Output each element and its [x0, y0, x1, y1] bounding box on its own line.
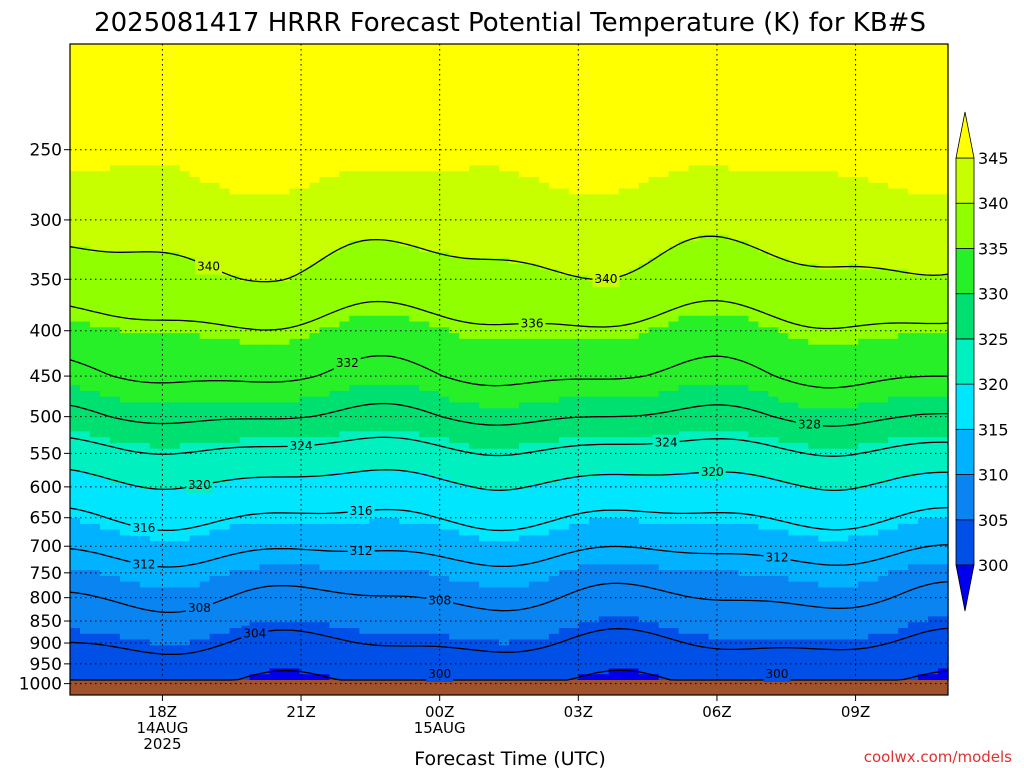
colorbar-label: 330 [978, 285, 1009, 304]
y-tick-label: 300 [30, 211, 62, 231]
credit-text: coolwx.com/models [864, 748, 1012, 766]
contour-label: 316 [132, 521, 155, 535]
contour-label: 304 [243, 627, 266, 641]
colorbar-lower-arrow [955, 564, 975, 612]
contour-label-bg [347, 543, 375, 560]
contour-label-bg [698, 464, 726, 480]
contour-label: 320 [188, 478, 211, 492]
contour-label-bg [185, 477, 213, 494]
y-tick-label: 1000 [19, 675, 62, 695]
contour-label-bg [195, 258, 223, 275]
chart-title: 2025081417 HRRR Forecast Potential Tempe… [94, 8, 926, 38]
colorbar-segment [955, 338, 975, 385]
y-tick-label: 550 [30, 444, 62, 464]
y-tick-label: 350 [30, 270, 62, 290]
contour-label: 324 [655, 436, 678, 450]
colorbar-segment [955, 293, 975, 340]
y-tick-label: 650 [30, 509, 62, 529]
colorbar: 300 305 310 315 320 325 330 335 340 345 [955, 111, 1009, 612]
contour-label-bg [241, 625, 269, 642]
y-tick-label: 500 [30, 408, 62, 428]
y-tick-label: 950 [30, 655, 62, 675]
contour-label-bg [130, 556, 158, 573]
y-tick-label: 700 [30, 537, 62, 557]
colorbar-label: 320 [978, 375, 1009, 394]
contour-line-336 [69, 299, 949, 331]
contour-label: 312 [132, 558, 155, 572]
colorbar-segment [955, 383, 975, 430]
y-tick-label: 850 [30, 612, 62, 632]
colorbar-segment [955, 202, 975, 249]
contour-label-bg [518, 315, 546, 332]
x-tick-label: 03Z [564, 703, 593, 721]
x-axis-title: Forecast Time (UTC) [414, 748, 605, 768]
colorbar-label: 315 [978, 420, 1009, 439]
colorbar-segment [955, 157, 975, 204]
contour-label: 324 [290, 439, 313, 453]
y-tick-label: 750 [30, 564, 62, 584]
contour-label-bg [347, 503, 375, 519]
contour-label-bg [795, 416, 823, 433]
x-tick-label: 21Z [286, 703, 315, 721]
colorbar-segment [955, 474, 975, 521]
x-tick-label: 18Z [148, 703, 177, 721]
contour-label-bg [763, 666, 791, 682]
colorbar-label: 335 [978, 239, 1009, 258]
x-tick-label: 15AUG [414, 719, 466, 737]
contour-line-332 [69, 355, 949, 389]
colorbar-label: 345 [978, 149, 1009, 168]
contour-label: 312 [350, 544, 373, 558]
contour-label-bg [185, 600, 213, 617]
x-tick-label: 2025 [143, 735, 181, 753]
contour-line-316 [69, 507, 949, 532]
contour-line-300 [70, 669, 949, 681]
contour-label: 332 [336, 356, 359, 370]
contour-label-bg [130, 520, 158, 537]
contour-line-320 [69, 468, 949, 492]
contour-label: 312 [766, 551, 789, 565]
x-tick-label: 09Z [841, 703, 870, 721]
contour-line-324 [69, 436, 948, 457]
x-tick-label: 00Z [425, 703, 454, 721]
colorbar-label: 325 [978, 330, 1009, 349]
y-tick-label: 600 [30, 478, 62, 498]
y-tick-label: 900 [30, 634, 62, 654]
contour-line-308 [69, 581, 949, 614]
y-tick-label: 400 [30, 322, 62, 342]
contour-label-bg [652, 434, 680, 451]
contour-label: 300 [766, 667, 789, 681]
colorbar-label: 305 [978, 511, 1009, 530]
contour-label-bg [287, 437, 315, 454]
x-tick-label: 14AUG [136, 719, 188, 737]
plot-frame [69, 43, 949, 696]
contour-label: 308 [188, 601, 211, 615]
colorbar-label: 340 [978, 194, 1009, 213]
contour-label-bg [763, 549, 791, 566]
x-tick-label: 06Z [702, 703, 731, 721]
colorbar-segment [955, 248, 975, 295]
colorbar-upper-arrow [955, 111, 975, 159]
contour-label: 340 [197, 259, 220, 273]
contour-label: 328 [798, 418, 821, 432]
contour-label: 320 [701, 465, 724, 479]
colorbar-label: 310 [978, 466, 1009, 485]
contour-label-bg [333, 355, 361, 372]
colorbar-label: 300 [978, 556, 1009, 575]
colorbar-segment [955, 428, 975, 475]
axes: 2503003504004505005506006507007508008509… [19, 43, 949, 753]
y-tick-label: 450 [30, 367, 62, 387]
grid [70, 44, 948, 685]
y-tick-label: 800 [30, 589, 62, 609]
ground [70, 680, 948, 695]
contour-label: 316 [350, 504, 373, 518]
colorbar-segment [955, 519, 975, 566]
contour-label: 336 [521, 316, 544, 330]
y-tick-label: 250 [30, 141, 62, 161]
contour-line-304 [69, 627, 949, 656]
contour-line-312 [69, 544, 949, 568]
filled-contours [70, 44, 949, 695]
